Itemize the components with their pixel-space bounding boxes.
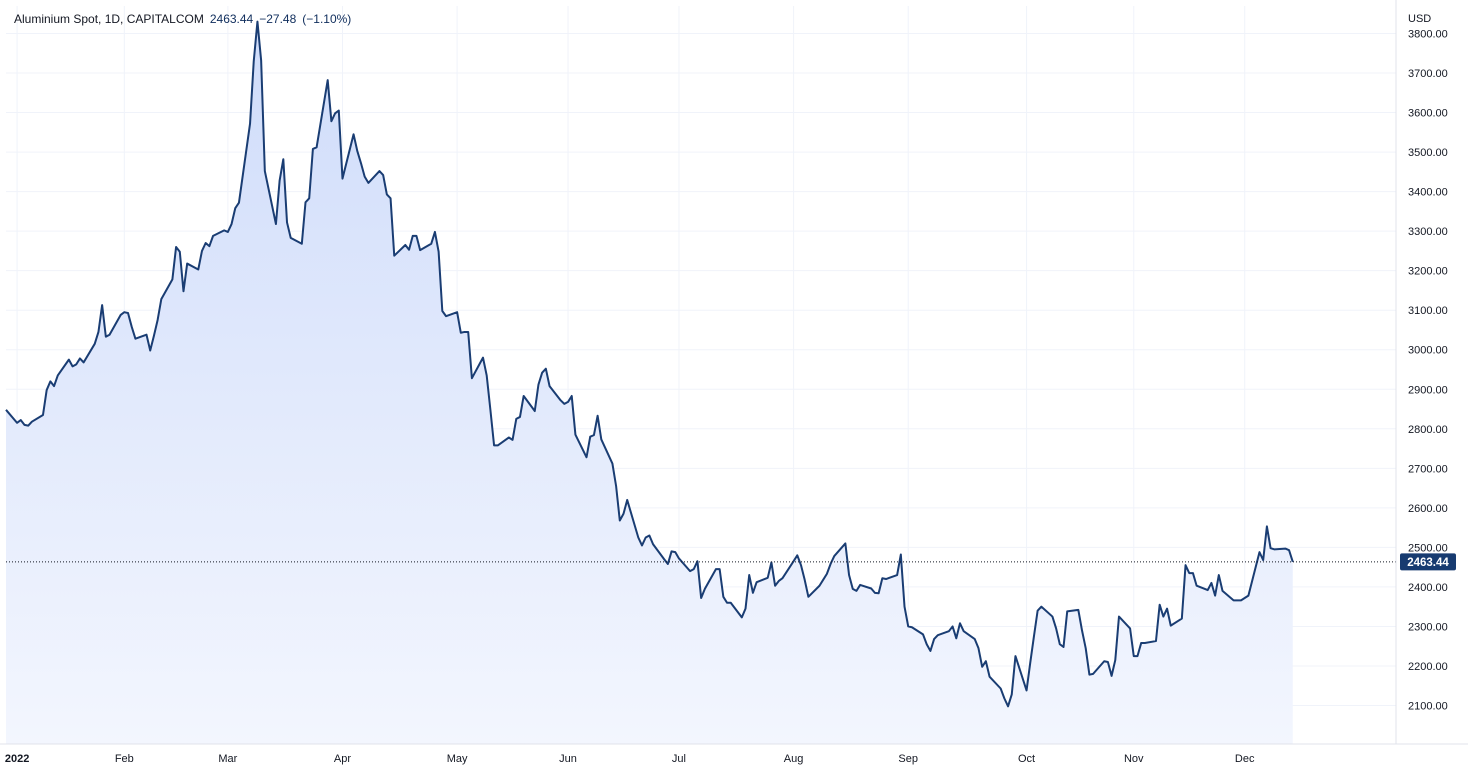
y-tick-label: 3500.00 (1408, 147, 1448, 159)
last-price-badge: 2463.44 (1400, 553, 1456, 571)
x-tick-label: Oct (1018, 753, 1035, 765)
y-tick-label: 3600.00 (1408, 108, 1448, 120)
x-tick-label: 2022 (5, 753, 29, 765)
chart-legend[interactable]: Aluminium Spot, 1D, CAPITALCOM 2463.44 −… (14, 12, 351, 26)
price-axis[interactable]: 2100.00 2200.00 2300.00 2400.00 2500.00 2600.… (1408, 29, 1448, 713)
x-tick-label: Aug (784, 753, 804, 765)
y-tick-label: 2800.00 (1408, 424, 1448, 436)
y-tick-label: 2200.00 (1408, 661, 1448, 673)
y-tick-label: 2600.00 (1408, 503, 1448, 515)
y-tick-label: 3400.00 (1408, 187, 1448, 199)
y-tick-label: 2300.00 (1408, 621, 1448, 633)
x-tick-label: Apr (334, 753, 351, 765)
x-tick-label: Jun (559, 753, 577, 765)
last-value: 2463.44 (209, 12, 254, 26)
price-line (5, 20, 1294, 708)
symbol-title[interactable]: Aluminium Spot, 1D, CAPITALCOM (14, 12, 204, 26)
x-tick-label: May (447, 753, 468, 765)
time-axis[interactable]: 2022 Feb Mar Apr May Jun Jul Aug Sep Oct Nov Dec (5, 753, 1255, 765)
x-tick-label: Nov (1124, 753, 1144, 765)
change-percent: (−1.10%) (302, 12, 352, 26)
x-tick-label: Feb (115, 753, 134, 765)
x-tick-label: Jul (672, 753, 686, 765)
change-value: −27.48 (259, 12, 297, 26)
x-tick-label: Sep (898, 753, 918, 765)
y-tick-label: 2400.00 (1408, 582, 1448, 594)
y-tick-label: 3800.00 (1408, 29, 1448, 41)
y-tick-label: 2500.00 (1408, 542, 1448, 554)
y-tick-label: 2900.00 (1408, 384, 1448, 396)
price-area-fill (6, 21, 1293, 744)
x-tick-label: Dec (1235, 753, 1255, 765)
y-tick-label: 3200.00 (1408, 266, 1448, 278)
y-tick-label: 3100.00 (1408, 305, 1448, 317)
currency-label: USD (1408, 13, 1431, 25)
x-tick-label: Mar (218, 753, 237, 765)
y-tick-label: 2700.00 (1408, 463, 1448, 475)
y-tick-label: 3000.00 (1408, 345, 1448, 357)
y-tick-label: 3700.00 (1408, 68, 1448, 80)
last-price-badge-text: 2463.44 (1407, 557, 1449, 569)
y-tick-label: 3300.00 (1408, 226, 1448, 238)
y-tick-label: 2100.00 (1408, 701, 1448, 713)
